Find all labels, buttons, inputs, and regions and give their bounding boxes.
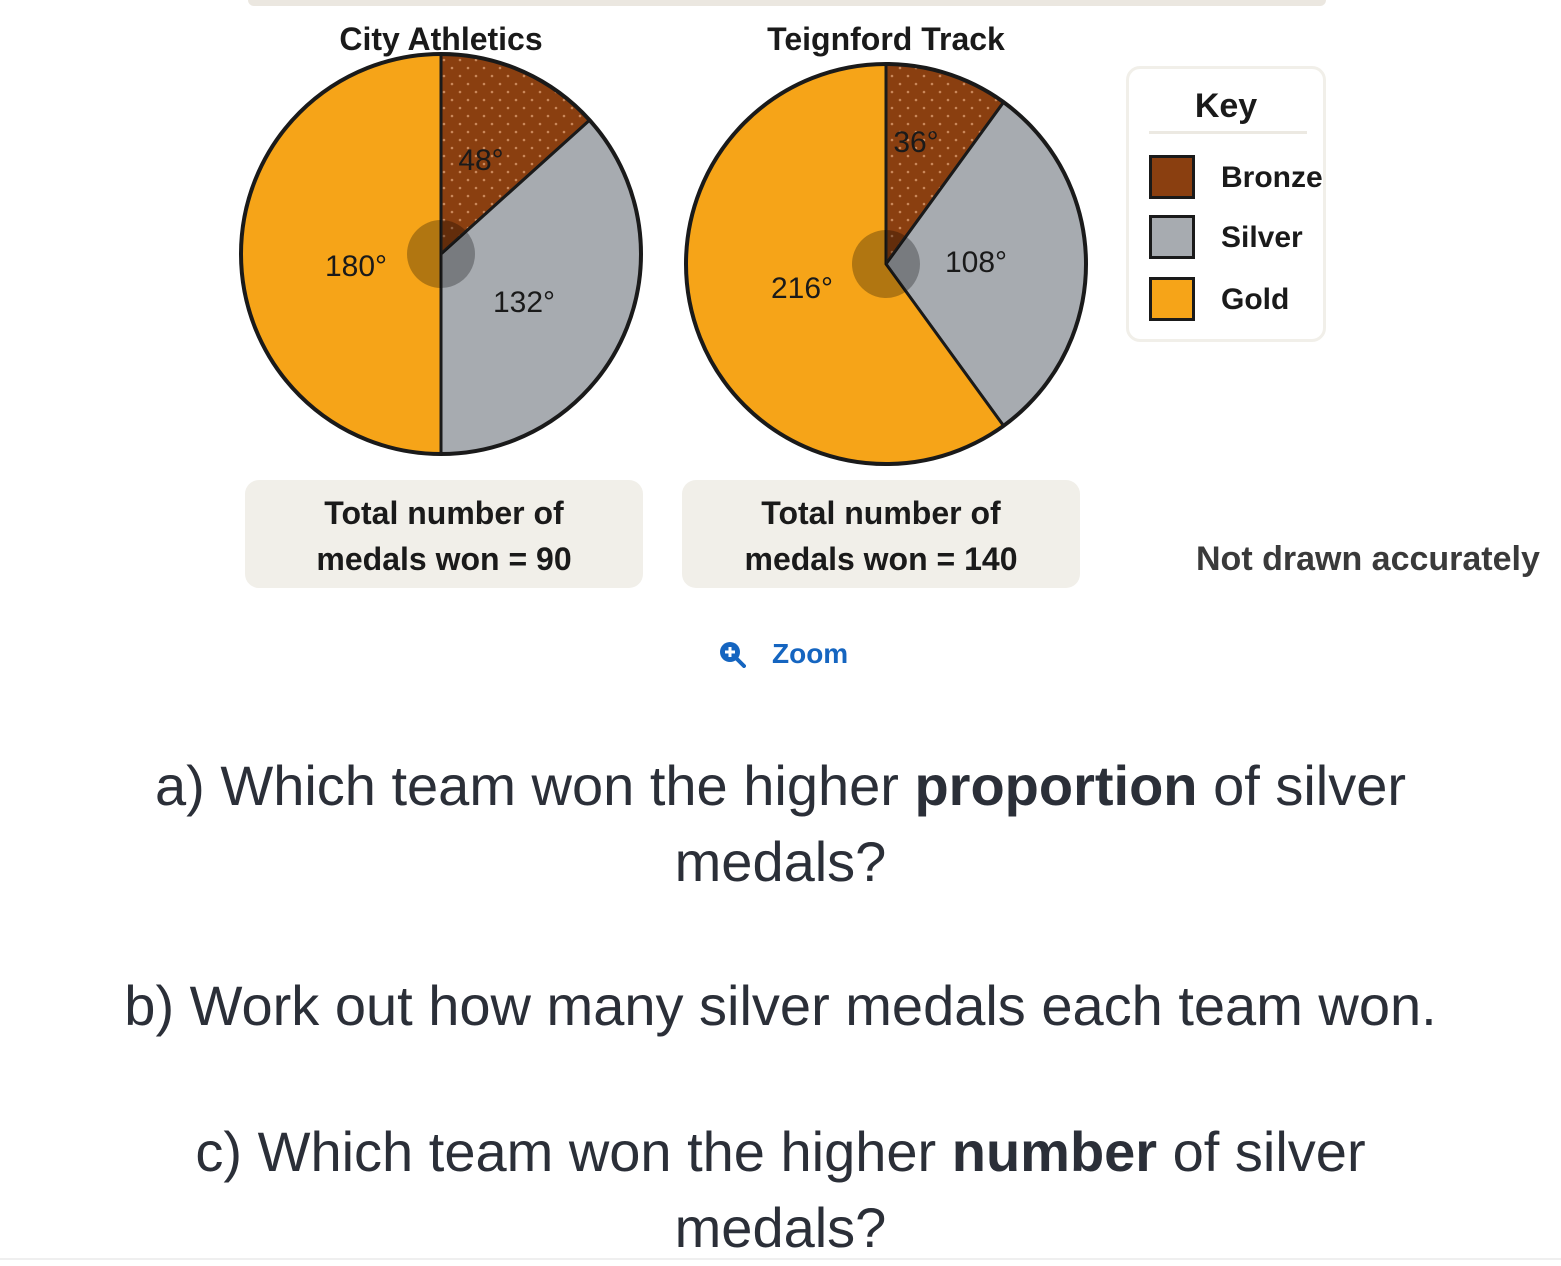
question-c-post: of silver — [1157, 1120, 1366, 1183]
legend-divider — [1149, 131, 1307, 134]
pie-charts: City Athletics Teignford Track 48° 132° 18… — [239, 21, 1088, 466]
top-panel-edge — [248, 0, 1326, 6]
angle-marker-silver — [441, 231, 476, 288]
angle-label-gold: 216° — [771, 272, 833, 305]
legend-label-silver: Silver — [1221, 221, 1303, 254]
question-b: b) Work out how many silver medals each … — [0, 968, 1561, 1044]
question-a: a) Which team won the higher proportion … — [0, 748, 1561, 900]
total-line-1: Total number of — [761, 495, 1001, 531]
pie-outline — [239, 52, 643, 456]
legend-item-bronze: Bronze — [1149, 155, 1323, 201]
question-c-pre: c) Which team won the higher — [195, 1120, 952, 1183]
question-c-line2: medals? — [674, 1196, 887, 1259]
angle-marker-gold — [407, 220, 441, 288]
legend-title: Key — [1194, 87, 1258, 125]
chart-title-city-athletics: City Athletics — [339, 21, 542, 57]
question-a-line2: medals? — [674, 830, 887, 893]
total-box-city-athletics: Total number of medals won = 90 — [245, 480, 643, 588]
question-a-pre: a) Which team won the higher — [154, 754, 915, 817]
angle-label-silver: 108° — [945, 246, 1007, 279]
silver-swatch — [1149, 215, 1195, 259]
angle-marker-gold — [852, 230, 906, 298]
legend-item-silver: Silver — [1149, 215, 1319, 261]
zoom-button[interactable]: Zoom — [718, 634, 848, 674]
angle-label-silver: 132° — [493, 286, 555, 319]
chart-title-teignford-track: Teignford Track — [767, 21, 1005, 57]
total-box-teignford-track: Total number of medals won = 140 — [682, 480, 1080, 588]
zoom-label: Zoom — [772, 638, 849, 669]
question-b-text: b) Work out how many silver medals each … — [124, 974, 1437, 1037]
angle-label-bronze: 36° — [893, 126, 938, 159]
angle-marker-silver — [886, 236, 920, 292]
question-a-bold: proportion — [914, 754, 1198, 817]
angle-label-bronze: 48° — [458, 144, 503, 177]
legend-label-bronze: Bronze — [1221, 161, 1323, 194]
legend-item-gold: Gold — [1149, 277, 1319, 323]
angle-marker-bronze — [441, 220, 467, 254]
total-line-2: medals won = 140 — [744, 541, 1018, 577]
pie-outline — [684, 62, 1088, 466]
angle-label-gold: 180° — [325, 250, 387, 283]
legend: Key Bronze Silver Gold — [1126, 66, 1326, 342]
bottom-divider — [0, 1258, 1561, 1260]
gold-swatch — [1149, 277, 1195, 321]
total-line-2: medals won = 90 — [316, 541, 572, 577]
zoom-in-icon — [720, 642, 746, 668]
not-drawn-accurately-note: Not drawn accurately — [1196, 540, 1540, 578]
question-a-post: of silver — [1197, 754, 1407, 817]
question-c: c) Which team won the higher number of s… — [0, 1114, 1561, 1266]
question-c-bold: number — [951, 1120, 1158, 1183]
bronze-swatch — [1149, 155, 1195, 199]
pie-city-athletics: 48° 132° 180° — [239, 52, 643, 456]
legend-label-gold: Gold — [1221, 283, 1290, 316]
total-line-1: Total number of — [324, 495, 564, 531]
pie-teignford-track: 36° 108° 216° — [684, 62, 1088, 466]
